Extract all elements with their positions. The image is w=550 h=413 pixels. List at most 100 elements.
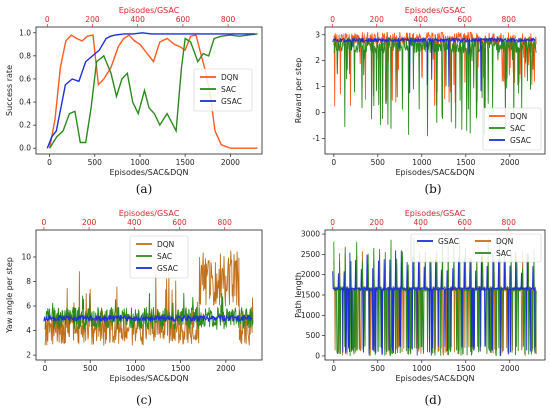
x-tick-label: 1000	[412, 364, 431, 373]
top-x-tick-label: 800	[502, 15, 517, 24]
top-x-axis-label: Episodes/GSAC	[405, 6, 466, 15]
panel-d-path-length: 0 500 1000 1500 2000 0 200 400 600 800 0 500 1000 150…	[294, 209, 546, 407]
x-axis-label: Episodes/SAC&DQN	[395, 168, 474, 177]
x-tick-label: 0	[47, 158, 52, 167]
panel-b-reward-per-step: 0 500 1000 1500 2000 0 200 400 600 800 -1 0 1 2 3 Episo…	[294, 6, 546, 196]
y-tick-label: 500	[306, 331, 321, 340]
series-line-sac	[44, 292, 254, 330]
x-tick-label: 1500	[456, 158, 475, 167]
legend-label-dqn: DQN	[221, 73, 238, 82]
x-tick-label: 1000	[126, 364, 145, 373]
top-x-tick-label: 600	[172, 218, 187, 227]
series-line-gsac	[332, 37, 536, 94]
top-x-tick-label: 600	[176, 15, 191, 24]
top-x-axis-label: Episodes/GSAC	[119, 209, 180, 218]
y-tick-label: 0	[315, 351, 320, 360]
panel-caption: (d)	[424, 393, 441, 407]
legend: DQN SAC GSAC	[193, 68, 253, 112]
top-x-tick-label: 400	[414, 15, 429, 24]
y-axis-label: Success rate	[5, 65, 14, 116]
y-axis-label: Path length	[294, 272, 303, 318]
x-tick-label: 1500	[456, 364, 475, 373]
axes-frame	[324, 26, 546, 155]
top-x-tick-label: 600	[458, 218, 473, 227]
legend-label-sac: SAC	[510, 124, 525, 133]
legend-label-gsac: GSAC	[510, 136, 531, 145]
legend-label-dqn: DQN	[496, 237, 513, 246]
x-tick-label: 2000	[221, 158, 240, 167]
top-x-tick-label: 200	[82, 218, 97, 227]
series-line-gsac	[43, 314, 253, 322]
axes-frame	[35, 229, 263, 361]
y-tick-label: 1.0	[19, 28, 31, 37]
legend-box	[410, 233, 542, 263]
y-tick-label: 1500	[301, 291, 320, 300]
series-line-sac	[333, 36, 537, 137]
y-tick-label: 3	[315, 30, 320, 39]
y-tick-label: 2000	[301, 270, 320, 279]
legend-label-gsac: GSAC	[438, 237, 459, 246]
x-tick-label: 500	[83, 364, 98, 373]
series-line-gsac	[332, 249, 536, 356]
y-tick-label: 0.6	[19, 74, 31, 83]
legend-label-sac: SAC	[496, 249, 511, 258]
x-tick-label: 1500	[176, 158, 195, 167]
x-tick-label: 2000	[500, 364, 519, 373]
series-line-sac	[49, 33, 258, 149]
legend: GSAC DQN SAC	[410, 233, 542, 263]
top-x-tick-label: 800	[218, 218, 233, 227]
legend-label-sac: SAC	[157, 252, 172, 261]
top-x-tick-label: 400	[127, 218, 142, 227]
legend-label-sac: SAC	[221, 85, 236, 94]
plot-area	[332, 31, 537, 137]
y-tick-label: 8	[26, 277, 31, 286]
y-axis-label: Yaw angle per step	[5, 257, 14, 334]
x-tick-label: 1000	[130, 158, 149, 167]
legend-label-dqn: DQN	[157, 240, 174, 249]
top-x-tick-label: 0	[45, 15, 50, 24]
x-tick-label: 0	[43, 364, 48, 373]
y-tick-label: 1	[315, 82, 320, 91]
y-tick-label: 0.0	[19, 144, 31, 153]
plot-area	[43, 250, 254, 346]
y-tick-label: 0	[315, 108, 320, 117]
top-x-tick-label: 400	[414, 218, 429, 227]
x-tick-label: 0	[331, 158, 336, 167]
y-tick-label: 6	[26, 302, 31, 311]
legend-label-dqn: DQN	[510, 112, 527, 121]
top-x-tick-label: 400	[131, 15, 146, 24]
panel-c-yaw-angle-per-step: 0 500 1000 1500 2000 0 200 400 600 800 2 4 6 8 10 Episo…	[5, 209, 263, 407]
y-tick-label: 4	[26, 326, 31, 335]
top-x-axis-label: Episodes/GSAC	[119, 6, 180, 15]
top-x-tick-label: 200	[370, 15, 385, 24]
y-tick-label: -1	[313, 134, 321, 143]
y-tick-label: 1000	[301, 311, 320, 320]
x-tick-label: 500	[371, 364, 386, 373]
y-tick-label: 3000	[301, 230, 320, 239]
legend: DQN SAC GSAC	[129, 235, 189, 279]
top-x-tick-label: 0	[42, 218, 47, 227]
axes-frame	[35, 26, 263, 155]
y-tick-label: 10	[21, 252, 31, 261]
x-tick-label: 1000	[412, 158, 431, 167]
x-tick-label: 500	[88, 158, 103, 167]
x-axis-label: Episodes/SAC&DQN	[109, 168, 188, 177]
x-tick-label: 2000	[500, 158, 519, 167]
y-tick-label: 0.4	[19, 98, 31, 107]
top-x-tick-label: 0	[330, 15, 335, 24]
legend-label-gsac: GSAC	[221, 97, 242, 106]
x-tick-label: 0	[331, 364, 336, 373]
x-axis-label: Episodes/SAC&DQN	[395, 374, 474, 383]
x-tick-label: 1500	[171, 364, 190, 373]
series-line-dqn	[44, 250, 254, 346]
y-tick-label: 2	[26, 351, 31, 360]
x-axis-label: Episodes/SAC&DQN	[109, 374, 188, 383]
plot-area	[332, 236, 537, 357]
series-line-dqn	[333, 31, 537, 107]
y-tick-label: 0.8	[19, 51, 31, 60]
top-x-tick-label: 200	[370, 218, 385, 227]
y-tick-label: 0.2	[19, 121, 31, 130]
panel-caption: (b)	[424, 182, 441, 196]
x-tick-label: 2000	[216, 364, 235, 373]
